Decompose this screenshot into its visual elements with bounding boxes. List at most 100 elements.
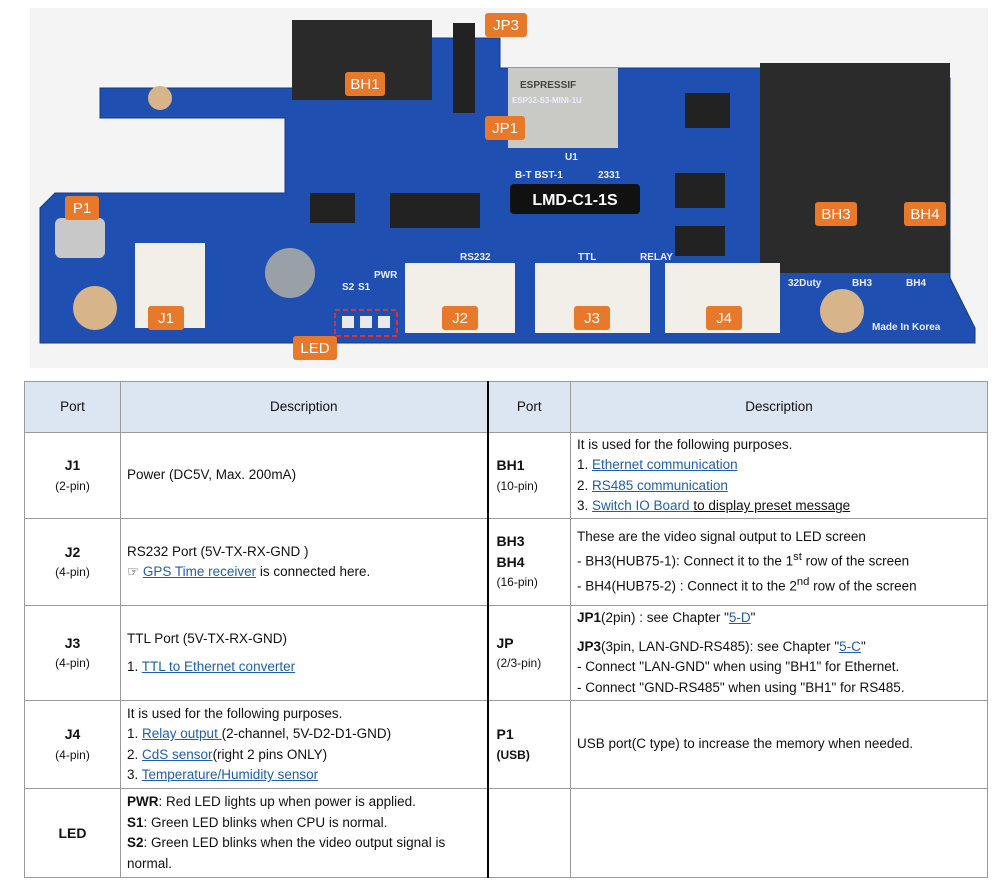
description-cell: These are the video signal output to LED…: [570, 518, 988, 606]
silk-bh4: BH4: [906, 278, 926, 289]
link-gps-time-receiver[interactable]: GPS Time receiver: [142, 564, 257, 579]
callout-bh3: BH3: [815, 202, 857, 226]
callout-j2: J2: [442, 306, 478, 330]
port-cell: P1 (USB): [487, 700, 571, 789]
silk-module: ESP32-S3-MINI-1U: [512, 96, 582, 105]
ic-chip: [675, 173, 725, 208]
led: [342, 316, 354, 328]
description-cell: TTL Port (5V-TX-RX-GND) 1. TTL to Ethern…: [120, 605, 489, 701]
empty-cell: [570, 788, 988, 878]
table-header: Port Description Port Description: [24, 381, 988, 433]
silk-espressif: ESPRESSIF: [520, 80, 576, 91]
callout-bh1: BH1: [345, 72, 385, 96]
usb-c-port: [55, 218, 105, 258]
svg-text:LED: LED: [300, 340, 329, 357]
svg-text:P1: P1: [73, 200, 91, 217]
silk-bh3: BH3: [852, 278, 872, 289]
silk-ttl: TTL: [578, 252, 596, 263]
silk-s2: S2: [342, 282, 355, 293]
board-photo: ESPRESSIF ESP32-S3-MINI-1U U1 B-T BST-1 …: [30, 8, 988, 368]
silk-bst: B-T BST-1: [515, 170, 563, 181]
callout-led: LED: [293, 336, 337, 360]
port-cell: J4 (4-pin): [24, 700, 121, 789]
link-switch-io-board[interactable]: Switch IO Board: [592, 498, 694, 513]
table-row: J4 (4-pin) It is used for the following p…: [24, 700, 988, 789]
callout-j3: J3: [574, 306, 610, 330]
esp32-module: [508, 68, 618, 148]
header-description: Description: [570, 381, 988, 433]
header-port: Port: [24, 381, 121, 433]
description-cell: USB port(C type) to increase the memory …: [570, 700, 988, 789]
bh4-connector: [850, 63, 950, 273]
pointing-hand-icon: ☞: [127, 564, 140, 579]
svg-text:BH1: BH1: [350, 76, 379, 93]
svg-text:J3: J3: [584, 310, 600, 327]
link-ethernet[interactable]: Ethernet communication: [592, 457, 738, 472]
jp3-header: [453, 23, 475, 113]
board-label-box: [510, 184, 640, 214]
led: [360, 316, 372, 328]
svg-text:J2: J2: [452, 310, 468, 327]
description-cell: Power (DC5V, Max. 200mA): [120, 432, 489, 519]
mount-hole: [148, 86, 172, 110]
link-5-c[interactable]: 5-C: [839, 638, 861, 654]
silk-relay: RELAY: [640, 252, 673, 263]
port-cell: J2 (4-pin): [24, 518, 121, 606]
led-highlight: [334, 309, 398, 337]
port-cell: LED: [24, 788, 121, 878]
svg-text:BH4: BH4: [910, 206, 939, 223]
mount-hole: [820, 289, 864, 333]
table-row: J3 (4-pin) TTL Port (5V-TX-RX-GND) 1. TTL…: [24, 605, 988, 701]
description-cell: JP1(2pin) : see Chapter "5-D" JP3(3pin, …: [570, 605, 988, 701]
led: [378, 316, 390, 328]
ic-chip: [390, 193, 480, 228]
ic-chip: [685, 93, 730, 128]
silk-32duty: 32Duty: [788, 278, 822, 289]
callout-p1: P1: [65, 196, 99, 220]
header-port: Port: [487, 381, 571, 433]
silk-date: 2331: [598, 170, 621, 181]
table-row: J1 (2-pin) Power (DC5V, Max. 200mA) BH1 (1…: [24, 432, 988, 519]
silk-pwr: PWR: [374, 270, 398, 281]
callout-jp3: JP3: [485, 13, 527, 37]
port-cell: BH1 (10-pin): [487, 432, 571, 519]
silk-s1: S1: [358, 282, 371, 293]
link-ttl-to-ethernet[interactable]: TTL to Ethernet converter: [141, 659, 296, 674]
table-row: J2 (4-pin) RS232 Port (5V-TX-RX-GND ) ☞ G…: [24, 518, 988, 606]
mount-hole: [73, 286, 117, 330]
link-cds-sensor[interactable]: CdS sensor: [142, 746, 213, 762]
empty-cell: [487, 788, 571, 878]
silk-u1: U1: [565, 152, 578, 163]
callout-j4: J4: [706, 306, 742, 330]
callout-j1: J1: [148, 306, 184, 330]
description-cell: PWR: Red LED lights up when power is app…: [120, 788, 489, 878]
callout-jp1: JP1: [485, 116, 525, 140]
link-5-d[interactable]: 5-D: [728, 610, 751, 625]
table-row: LED PWR: Red LED lights up when power is…: [24, 788, 988, 878]
svg-text:JP1: JP1: [492, 120, 518, 137]
description-cell: It is used for the following purposes. 1…: [120, 700, 489, 789]
callout-bh4: BH4: [904, 202, 946, 226]
svg-text:J1: J1: [158, 310, 174, 327]
port-cell: BH3 BH4 (16-pin): [487, 518, 571, 606]
header-description: Description: [120, 381, 489, 433]
port-table: Port Description Port Description J1 (2-p…: [24, 381, 988, 878]
port-cell: J1 (2-pin): [24, 432, 121, 519]
link-rs485[interactable]: RS485 communication: [592, 477, 728, 493]
port-cell: JP (2/3-pin): [487, 605, 571, 701]
link-temperature-humidity-sensor[interactable]: Temperature/Humidity sensor: [141, 767, 319, 782]
svg-text:JP3: JP3: [493, 17, 519, 34]
silk-made-in-korea: Made In Korea: [872, 322, 941, 333]
description-cell: RS232 Port (5V-TX-RX-GND ) ☞ GPS Time re…: [120, 518, 489, 606]
svg-text:BH3: BH3: [821, 206, 850, 223]
silk-rs232: RS232: [460, 252, 491, 263]
board-label: LMD-C1-1S: [532, 192, 618, 209]
description-cell: It is used for the following purposes. 1…: [570, 432, 988, 519]
ic-chip: [675, 226, 725, 256]
svg-text:J4: J4: [716, 310, 732, 327]
port-cell: J3 (4-pin): [24, 605, 121, 701]
bh3-connector: [760, 63, 850, 273]
regulator: [310, 193, 355, 223]
capacitor: [265, 248, 315, 298]
link-relay-output[interactable]: Relay output: [142, 726, 222, 741]
